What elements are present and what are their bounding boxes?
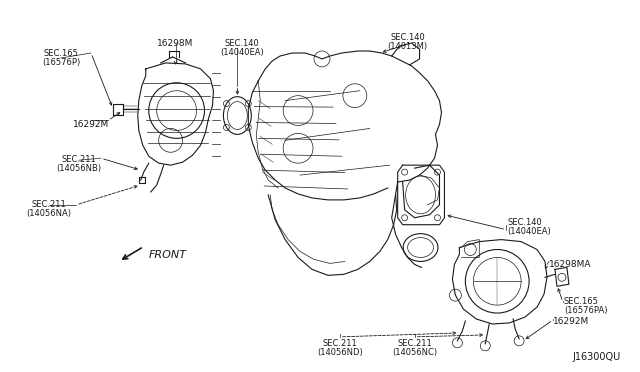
- Text: SEC.140: SEC.140: [225, 39, 260, 48]
- Text: (14056NC): (14056NC): [392, 348, 437, 357]
- Text: (14056NA): (14056NA): [27, 209, 72, 218]
- Text: SEC.211: SEC.211: [61, 155, 97, 164]
- Text: (14056ND): (14056ND): [317, 348, 363, 357]
- Text: SEC.211: SEC.211: [397, 339, 432, 348]
- Text: (14056NB): (14056NB): [56, 164, 102, 173]
- Text: SEC.211: SEC.211: [323, 339, 357, 348]
- Text: SEC.140: SEC.140: [390, 33, 425, 42]
- Text: (16576PA): (16576PA): [564, 306, 607, 315]
- Text: FRONT: FRONT: [148, 250, 187, 260]
- Text: 16298MA: 16298MA: [549, 260, 591, 269]
- Text: SEC.165: SEC.165: [564, 297, 599, 306]
- Text: 16298M: 16298M: [157, 39, 194, 48]
- Text: (14040EA): (14040EA): [220, 48, 264, 57]
- Text: J16300QU: J16300QU: [572, 352, 621, 362]
- Text: SEC.211: SEC.211: [32, 200, 67, 209]
- Text: 16292M: 16292M: [73, 121, 109, 129]
- Text: SEC.140: SEC.140: [507, 218, 542, 227]
- Text: (14040EA): (14040EA): [507, 227, 551, 236]
- Text: (16576P): (16576P): [42, 58, 80, 67]
- Text: SEC.165: SEC.165: [44, 49, 79, 58]
- Text: 16292M: 16292M: [553, 317, 589, 326]
- Text: (14013M): (14013M): [388, 42, 428, 51]
